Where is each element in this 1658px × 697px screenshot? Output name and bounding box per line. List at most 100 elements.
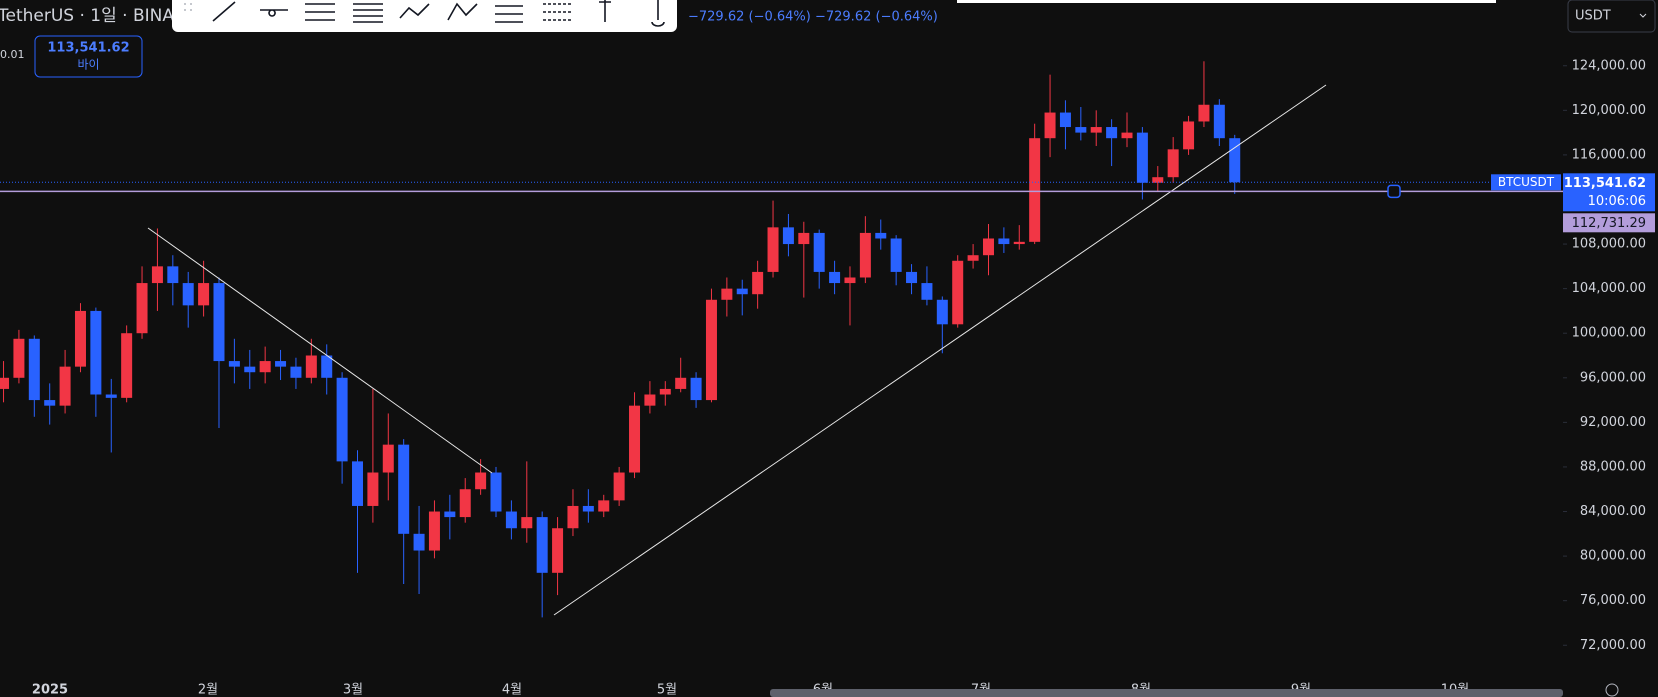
y-tick-label: 72,000.00	[1580, 638, 1646, 653]
y-tick-label: 84,000.00	[1580, 504, 1646, 519]
candle-body	[552, 528, 564, 573]
level-handle[interactable]	[1387, 184, 1401, 199]
candle-body	[13, 338, 25, 378]
candle-body	[259, 361, 271, 373]
candle-body	[136, 283, 148, 334]
tool-vline[interactable]	[599, 0, 611, 22]
candle-body	[752, 271, 764, 295]
candle-body	[367, 472, 379, 506]
x-tick-label: 2025	[32, 683, 68, 697]
price-change: −729.62 (−0.64%) −729.62 (−0.64%)	[688, 10, 938, 25]
y-tick-label: 80,000.00	[1580, 549, 1646, 564]
candle-body	[582, 505, 594, 512]
candle-body	[859, 232, 871, 278]
candle-body	[1090, 127, 1102, 133]
candle-body	[936, 299, 948, 325]
y-tick-label: 120,000.00	[1572, 103, 1646, 118]
candle-body	[1229, 138, 1241, 183]
candle-body	[1198, 104, 1210, 122]
candle-body	[336, 377, 348, 462]
tool-levels[interactable]	[495, 5, 523, 23]
candle-body	[321, 355, 333, 378]
candle-body	[1044, 112, 1056, 139]
symbol-title: TetherUS · 1일 · BINA	[0, 6, 174, 26]
currency-select[interactable]	[1567, 0, 1656, 33]
candle-body	[813, 232, 825, 272]
candle-body	[0, 377, 10, 389]
candle-body	[736, 288, 748, 295]
candle-body	[1013, 241, 1025, 245]
candle-body	[290, 366, 302, 378]
symbol-tag-label: BTCUSDT	[1498, 175, 1555, 189]
y-tick-label: 124,000.00	[1572, 58, 1646, 73]
tool-trendline[interactable]	[212, 1, 236, 22]
x-tick-label: 5월	[657, 683, 677, 697]
plot-area: 72,000.00 76,000.00 80,000.00 84,000.00 88,0…	[0, 58, 1646, 697]
candle-body	[921, 283, 933, 300]
candle-body	[1106, 127, 1118, 139]
tool-fib[interactable]	[353, 3, 383, 23]
drag-handle[interactable]	[184, 3, 192, 11]
candle-body	[444, 511, 456, 518]
candle-body	[536, 517, 548, 573]
candle-body	[1167, 149, 1179, 178]
trend-line[interactable]	[147, 227, 493, 474]
candle-body	[244, 366, 256, 373]
candle-body	[505, 511, 517, 529]
candle-body	[198, 283, 210, 306]
candle-body	[151, 266, 163, 284]
buy-price[interactable]: 113,541.62	[47, 41, 129, 56]
y-tick-label: 100,000.00	[1572, 326, 1646, 341]
candle-body	[982, 238, 994, 256]
candle-body	[182, 283, 194, 306]
currency[interactable]: USDT	[1575, 9, 1611, 24]
countdown: 10:06:06	[1588, 194, 1646, 209]
candle-body	[829, 271, 841, 284]
x-tick-label: 2월	[198, 683, 218, 697]
candle-body	[59, 366, 71, 406]
candle-body	[690, 377, 702, 401]
candle-body	[1059, 112, 1071, 128]
candle-body	[428, 511, 440, 551]
candle-body	[213, 283, 225, 362]
candle-body	[459, 489, 471, 518]
trend-line[interactable]	[553, 84, 1327, 616]
buy-button[interactable]	[34, 35, 143, 78]
tool-anchor[interactable]	[651, 0, 665, 27]
settings-icon[interactable]	[1605, 683, 1619, 697]
buy-label[interactable]: 바이	[77, 58, 99, 72]
x-tick-label: 4월	[502, 683, 522, 697]
candle-body	[1121, 132, 1133, 139]
candle-body	[629, 405, 641, 473]
x-tick-label: 3월	[343, 683, 363, 697]
candle-body	[1152, 177, 1164, 183]
y-tick-label: 116,000.00	[1572, 147, 1646, 162]
y-tick-label: 76,000.00	[1580, 593, 1646, 608]
level-tag-label: 112,731.29	[1572, 216, 1646, 231]
candle-body	[798, 232, 810, 245]
scrollbar[interactable]	[770, 689, 1563, 697]
tool-pattern[interactable]	[447, 2, 478, 21]
symbol-tag	[1491, 174, 1561, 191]
candle-body	[567, 505, 579, 529]
candle-body	[167, 266, 179, 284]
candle-body	[721, 288, 733, 300]
candle-body	[906, 271, 918, 284]
candle-body	[967, 255, 979, 261]
tool-ray[interactable]	[260, 9, 288, 17]
candle-body	[1183, 121, 1195, 150]
candle-body	[521, 517, 533, 529]
candle-body	[1213, 104, 1225, 139]
candle-body	[998, 238, 1010, 245]
candle-body	[767, 227, 779, 272]
quantity: 0.01	[0, 48, 25, 61]
dropdown-icon	[1639, 13, 1647, 18]
tool-parallel[interactable]	[305, 3, 335, 21]
candle-body	[475, 472, 487, 490]
tool-path[interactable]	[399, 3, 430, 19]
candle-body	[1029, 138, 1041, 242]
candle-body	[413, 533, 425, 551]
panel-edge	[957, 0, 1496, 3]
y-tick-label: 92,000.00	[1580, 415, 1646, 430]
